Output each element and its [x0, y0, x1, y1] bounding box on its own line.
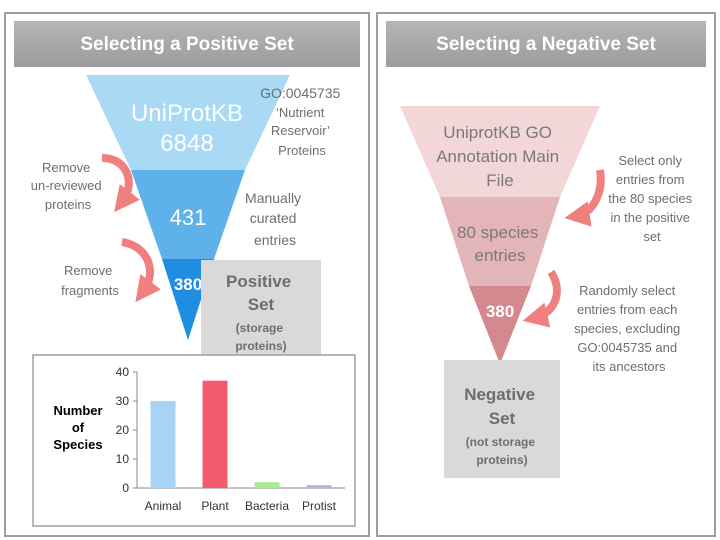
bar-bacteria — [254, 482, 280, 488]
random-select-arrow-icon — [522, 269, 561, 328]
positive-funnel-level-3-count: 380 — [174, 275, 202, 294]
positive-funnel-level-2 — [131, 170, 245, 259]
positive-set-box — [201, 260, 321, 358]
negative-funnel-level-1-label: UniprotKB GO Annotation Main File — [436, 123, 564, 190]
positive-panel-header — [14, 21, 360, 67]
negative-panel-title: Selecting a Negative Set — [436, 34, 656, 55]
y-tick-label: 10 — [116, 452, 130, 466]
negative-set-title: Negative Set — [464, 385, 540, 428]
negative-funnel-level-1 — [400, 106, 600, 197]
remove-unreviewed-arrow-icon — [101, 154, 140, 213]
negative-funnel-level-3 — [469, 286, 531, 364]
negative-funnel-level-2-label: 80 species entries — [457, 223, 543, 265]
positive-funnel-level-2-count: 431 — [170, 205, 207, 230]
negative-panel-header — [386, 21, 706, 67]
y-tick-label: 0 — [122, 481, 129, 495]
species-bar-chart: 0 10 20 30 40 Animal Plant Bacteria Protist Numbe… — [53, 365, 345, 513]
positive-funnel-level-1-count: 6848 — [160, 130, 213, 157]
positive-set-subtitle: (storage proteins) — [235, 321, 286, 353]
remove-unreviewed-annotation: Remove un-reviewed proteins — [31, 160, 105, 212]
random-select-annotation: Randomly select entries from each specie… — [574, 283, 684, 374]
y-axis-label: Number of Species — [53, 403, 102, 452]
negative-set-box — [444, 360, 560, 478]
x-tick-label: Plant — [201, 499, 229, 513]
y-tick-label: 20 — [116, 423, 130, 437]
x-tick-label: Animal — [145, 499, 182, 513]
negative-set-subtitle: (not storage proteins) — [466, 435, 539, 467]
bar-plant — [202, 380, 228, 488]
remove-fragments-annotation: Remove fragments — [61, 263, 119, 298]
positive-set-title: Positive Set — [226, 272, 296, 314]
manually-curated-annotation: Manually curated entries — [245, 190, 305, 248]
bar-protist — [306, 485, 332, 488]
x-tick-label: Protist — [302, 499, 337, 513]
bar-animal — [150, 401, 176, 488]
remove-fragments-arrow-icon — [121, 238, 161, 303]
x-tick-label: Bacteria — [245, 499, 289, 513]
go-term-annotation: GO:0045735 ‘Nutrient Reservoir’ Proteins — [260, 85, 344, 158]
negative-funnel-level-3-count: 380 — [486, 302, 514, 321]
select-species-arrow-icon — [564, 169, 605, 227]
y-tick-label: 30 — [116, 394, 130, 408]
select-species-annotation: Select only entries from the 80 species … — [608, 153, 695, 244]
species-chart-frame — [32, 354, 356, 527]
negative-funnel-level-2 — [440, 197, 560, 286]
positive-panel-title: Selecting a Positive Set — [80, 34, 294, 55]
positive-funnel-level-1-label: UniProtKB — [131, 100, 243, 127]
y-tick-label: 40 — [116, 365, 130, 379]
positive-funnel-level-1 — [86, 75, 290, 170]
